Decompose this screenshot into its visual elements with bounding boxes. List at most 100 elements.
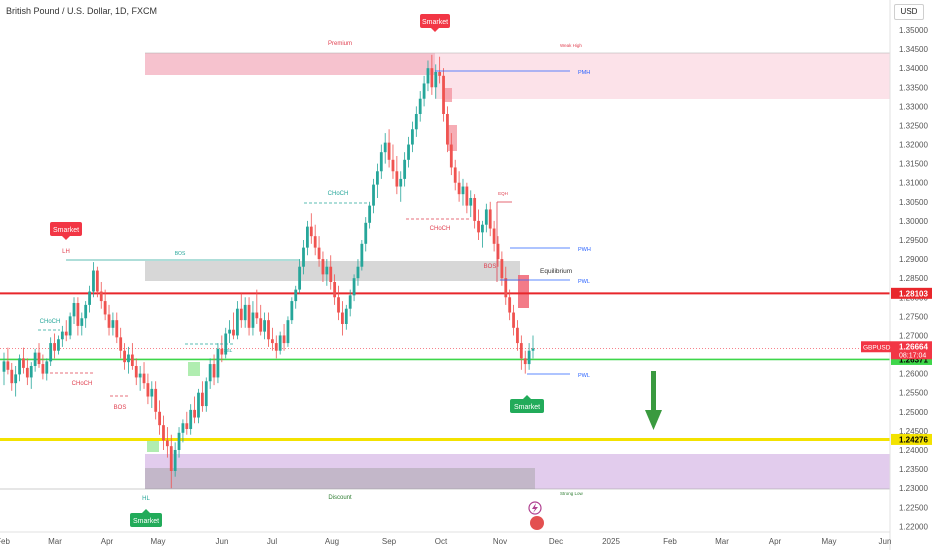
candle-body [64, 331, 68, 336]
resistance-price-tag-value: 1.28103 [899, 289, 928, 298]
candle-body [496, 243, 500, 260]
candle [18, 354, 21, 382]
candle [317, 236, 321, 267]
candle-body [247, 304, 251, 328]
candle-body [457, 182, 461, 195]
yellow-price-tag-value: 1.24276 [899, 435, 928, 444]
candle-body [305, 226, 309, 248]
candle-body [263, 320, 267, 332]
candle [99, 281, 103, 309]
discount-zone [145, 454, 890, 489]
candle [25, 358, 29, 386]
smarket-badge-left-box [50, 222, 82, 236]
candle [158, 400, 161, 435]
price-tick: 1.29500 [899, 236, 928, 245]
candle-body [348, 295, 352, 309]
candle [337, 285, 340, 321]
candle-body [80, 318, 84, 326]
candle-body [341, 312, 344, 324]
smarket-badge-mid-pointer [523, 395, 531, 399]
candle [403, 152, 407, 187]
candle-body [243, 304, 247, 321]
premium-zone-extended [435, 53, 890, 99]
candle-body [235, 308, 239, 336]
price-tick: 1.22500 [899, 503, 928, 512]
resistance-price-tag-box [891, 287, 932, 299]
smarket-badge-bottom: Smarket [130, 509, 162, 527]
candle [504, 266, 508, 305]
candle-body [18, 358, 21, 375]
candle [57, 335, 60, 355]
candle-body [519, 343, 523, 359]
smarket-badge-bottom-text: Smarket [133, 518, 159, 525]
price-tick: 1.27500 [899, 312, 928, 321]
candle-body [278, 335, 282, 351]
candle [348, 289, 352, 317]
price-tick: 1.33500 [899, 83, 928, 92]
candle-body [286, 320, 290, 344]
candle-body [173, 449, 177, 471]
weak-high-label: Weak High [560, 43, 582, 48]
bos-label-2: BOS [114, 405, 127, 411]
candle [204, 377, 208, 412]
candle-body [33, 352, 37, 366]
candle-body [274, 343, 278, 351]
candle [356, 259, 360, 286]
candle [130, 343, 134, 370]
time-tick: Apr [769, 537, 782, 546]
time-tick: Mar [48, 537, 62, 546]
candle [442, 68, 445, 122]
candle [302, 239, 305, 275]
candle [453, 159, 457, 191]
candle [372, 178, 375, 214]
time-tick: Jun [216, 537, 229, 546]
candle [469, 190, 473, 218]
candle [45, 358, 49, 381]
candle-body [356, 266, 360, 279]
time-tick: May [821, 537, 836, 546]
price-tick: 1.34500 [899, 45, 928, 54]
price-tick: 1.33000 [899, 102, 928, 111]
time-tick: Sep [382, 537, 397, 546]
candle-body [68, 316, 72, 336]
candle-body [352, 278, 356, 296]
smarket-badge-mid: Smarket [510, 395, 544, 413]
candle-body [92, 270, 95, 292]
candle [360, 239, 364, 271]
equilibrium-zone [145, 261, 520, 281]
candle-body [290, 301, 294, 321]
candle [418, 91, 422, 122]
smarket-badge-mid-box [510, 399, 544, 413]
candle [127, 346, 130, 374]
candle-body [516, 327, 519, 344]
candle-body [154, 388, 158, 412]
bos-label-1: BOS [175, 251, 186, 257]
candle [344, 304, 348, 330]
candle-body [10, 369, 14, 384]
time-tick: Jun [879, 537, 892, 546]
candle-body [2, 361, 6, 372]
smarket-badge-top: Smarket [420, 14, 450, 32]
currency-selector[interactable]: USD [894, 4, 924, 20]
time-tick: Oct [435, 537, 448, 546]
strong-low-label: Strong Low [560, 491, 584, 496]
candle-body [57, 339, 60, 351]
order-block-green-1 [188, 362, 200, 376]
yellow-price-tag-box [891, 433, 932, 445]
candle [465, 182, 469, 214]
candle [496, 236, 500, 267]
candle [508, 289, 512, 321]
candle-body [130, 354, 134, 366]
pwl-lower-label: PWL [578, 373, 590, 379]
candle [95, 266, 99, 298]
candle [220, 335, 224, 363]
candle [162, 415, 165, 450]
candle-body [387, 142, 391, 160]
candle [527, 343, 531, 370]
candle-body [508, 297, 512, 313]
candle [267, 312, 270, 347]
candle [37, 343, 41, 368]
candle [84, 301, 88, 328]
candle-body [41, 364, 45, 374]
